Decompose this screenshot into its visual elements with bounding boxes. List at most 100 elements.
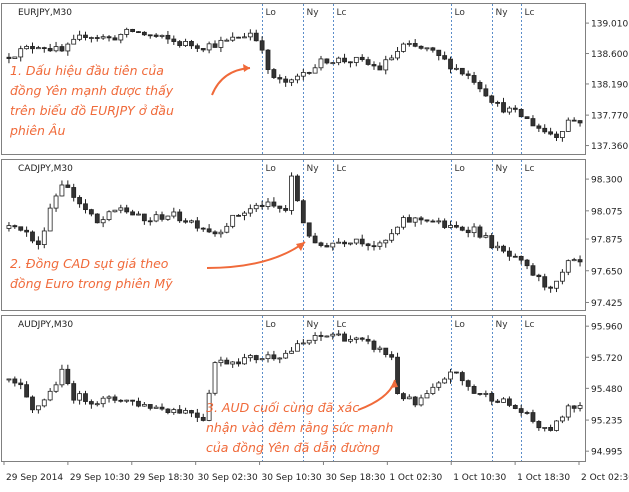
- candle-bear: [94, 37, 100, 39]
- candle-bull: [312, 67, 318, 74]
- candle-bull: [218, 359, 224, 364]
- candle-bear: [318, 335, 324, 337]
- candle-bull: [565, 405, 571, 418]
- candle-bear: [518, 108, 524, 118]
- candle-bear: [271, 69, 277, 78]
- annotation-line: đồng Yên mạnh được thấy: [10, 83, 174, 98]
- annotation-line: 1. Dấu hiệu đầu tiên của: [10, 63, 164, 78]
- candle-bear: [471, 386, 477, 394]
- candle-bull: [112, 209, 118, 213]
- candle-bull: [300, 72, 306, 77]
- candle-bull: [53, 384, 59, 392]
- candle-bull: [247, 208, 253, 214]
- candle-bear: [189, 41, 194, 47]
- candle-bear: [130, 28, 135, 32]
- candle-bear: [147, 220, 153, 223]
- candle-bull: [348, 242, 353, 245]
- candle-bull: [124, 28, 130, 35]
- candle-bear: [24, 384, 30, 398]
- candle-bull: [88, 37, 94, 39]
- candle-bear: [253, 355, 259, 361]
- candle-bull: [377, 242, 383, 247]
- candle-bull: [247, 355, 253, 359]
- session-label-lc: Lc: [525, 8, 535, 18]
- candle-bull: [259, 358, 265, 361]
- candle-bull: [242, 212, 247, 216]
- candle-bear: [571, 119, 577, 122]
- candle-bull: [507, 107, 512, 113]
- candle-bear: [271, 354, 277, 360]
- chart-symbol-label: AUDJPY,M30: [18, 320, 73, 330]
- session-label-ny: Ny: [307, 8, 320, 18]
- candle-bull: [336, 241, 342, 244]
- candle-bear: [442, 220, 448, 228]
- candle-bear: [236, 361, 241, 365]
- candle-bear: [94, 213, 100, 224]
- session-label-lo: Lo: [455, 8, 466, 18]
- candle-bull: [559, 271, 565, 282]
- candle-bull: [295, 75, 300, 81]
- candle-bull: [454, 67, 459, 70]
- session-label-ny: Ny: [307, 164, 320, 174]
- candle-bull: [136, 213, 141, 216]
- candle-bear: [112, 37, 118, 41]
- candle-bear: [465, 73, 471, 76]
- annotation-arrowhead-3: [390, 380, 398, 388]
- candle-bull: [206, 392, 212, 421]
- candle-bull: [571, 259, 577, 262]
- candle-bull: [65, 43, 71, 52]
- candle-bull: [283, 352, 289, 359]
- candle-bear: [71, 383, 77, 401]
- panel-frame: [1, 3, 586, 155]
- candle-bear: [359, 238, 365, 245]
- candle-bull: [171, 409, 177, 413]
- candle-bear: [412, 43, 418, 47]
- candle-bear: [365, 59, 371, 65]
- candle-bear: [265, 49, 271, 70]
- candle-bull: [559, 131, 565, 138]
- candle-bear: [35, 240, 41, 245]
- candle-bull: [106, 396, 112, 399]
- candle-bear: [518, 255, 524, 261]
- candle-bear: [312, 235, 318, 244]
- candle-bull: [483, 235, 489, 238]
- session-label-lo: Lo: [455, 320, 466, 330]
- annotation-line: của đồng Yên đã dẫn đường: [206, 440, 380, 455]
- panel-audjpy: 95.960 95.720 95.480 95.235 94.995 Lo Ny Lc Lo Ny…: [1, 315, 623, 462]
- candle-bear: [41, 47, 47, 49]
- candle-bull: [24, 46, 30, 50]
- candle-bear: [65, 184, 71, 188]
- candle-bear: [18, 382, 24, 386]
- candle-bull: [353, 337, 359, 340]
- candle-bear: [318, 242, 324, 246]
- candle-bull: [59, 368, 65, 386]
- candle-bull: [35, 405, 41, 411]
- candle-bear: [65, 368, 71, 384]
- candle-bear: [165, 34, 171, 40]
- candle-bear: [189, 410, 194, 414]
- candle-bear: [141, 213, 147, 222]
- candle-bear: [430, 220, 436, 223]
- candle-bull: [395, 226, 400, 235]
- annotation-line: nhận vào đêm rằng sức mạnh: [206, 420, 394, 435]
- candle-bull: [100, 397, 106, 405]
- candle-bull: [141, 404, 147, 407]
- candle-bull: [471, 226, 477, 234]
- candle-bull: [159, 34, 165, 37]
- candle-bear: [507, 250, 512, 257]
- candle-bear: [194, 45, 200, 49]
- candle-bear: [477, 393, 483, 395]
- candle-bear: [12, 225, 18, 228]
- candle-bull: [265, 354, 271, 360]
- candle-bull: [6, 378, 12, 381]
- annotation-arrow-2: [206, 241, 306, 269]
- session-label-lo: Lo: [266, 164, 277, 174]
- session-label-ny: Ny: [307, 320, 320, 330]
- candle-bull: [100, 36, 106, 39]
- candle-bull: [401, 217, 406, 228]
- candle-bear: [418, 217, 424, 221]
- candle-bear: [324, 245, 330, 248]
- candle-bear: [524, 116, 530, 119]
